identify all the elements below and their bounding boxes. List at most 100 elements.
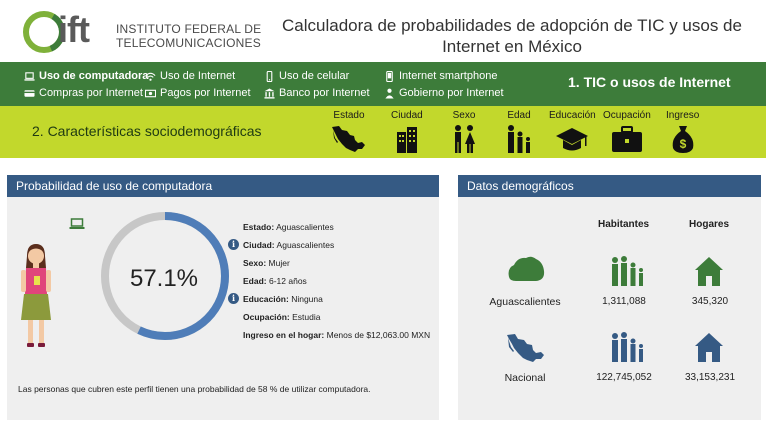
probability-percent: 57.1% bbox=[129, 265, 199, 292]
page-title: Calculadora de probabilidades de adopció… bbox=[282, 16, 742, 56]
family-age-icon bbox=[508, 125, 530, 153]
category-ocupacion[interactable]: Ocupación bbox=[603, 110, 651, 154]
ift-logo-icon bbox=[23, 11, 65, 53]
inhabitants-value: 1,311,088 bbox=[602, 296, 646, 307]
column-header-hogares: Hogares bbox=[689, 219, 730, 230]
category-ingreso[interactable]: Ingreso $ bbox=[666, 110, 699, 154]
profile-value: 6-12 años bbox=[269, 276, 307, 286]
nav-item-pagos-internet[interactable]: Pagos por Internet bbox=[145, 87, 251, 100]
wifi-icon bbox=[145, 72, 156, 81]
bank-icon bbox=[264, 88, 275, 99]
svg-text:$: $ bbox=[679, 137, 686, 151]
tic-nav-bar: Uso de computadora Uso de Internet Uso d… bbox=[0, 62, 766, 106]
profile-label: Edad: bbox=[243, 276, 267, 286]
nav-item-label: Banco por Internet bbox=[279, 87, 370, 99]
profile-row-estado: Estado: Aguascalientes bbox=[243, 218, 430, 236]
house-icon bbox=[695, 257, 723, 286]
profile-row-ocupacion: Ocupación: Estudia bbox=[243, 308, 430, 326]
institute-name-line1: INSTITUTO FEDERAL DE bbox=[116, 22, 262, 36]
category-sexo[interactable]: Sexo bbox=[452, 110, 476, 154]
nav-item-label: Compras por Internet bbox=[39, 87, 143, 99]
category-label: Sexo bbox=[452, 110, 476, 121]
header: ift INSTITUTO FEDERAL DE TELECOMUNICACIO… bbox=[0, 0, 766, 62]
place-name: Nacional bbox=[504, 372, 546, 384]
buildings-icon bbox=[396, 127, 417, 153]
households-value: 33,153,231 bbox=[684, 372, 736, 383]
nav-item-label: Uso de Internet bbox=[160, 70, 236, 82]
category-label: Educación bbox=[549, 110, 596, 121]
demographics-panel: Datos demográficos Habitantes Hogares Ag… bbox=[458, 175, 761, 420]
profile-label: Sexo: bbox=[243, 258, 267, 268]
profile-value: Aguascalientes bbox=[276, 240, 335, 250]
profile-value: Mujer bbox=[268, 258, 290, 268]
briefcase-icon bbox=[611, 126, 642, 152]
nav-item-label: Pagos por Internet bbox=[160, 87, 251, 99]
probability-panel-title: Probabilidad de uso de computadora bbox=[7, 175, 439, 197]
profile-value: Menos de $12,063.00 MXN bbox=[326, 330, 431, 340]
households-value: 345,320 bbox=[691, 296, 729, 307]
laptop-icon bbox=[69, 218, 85, 229]
nav-item-internet-smartphone[interactable]: Internet smartphone bbox=[384, 70, 497, 83]
nav-item-label: Internet smartphone bbox=[399, 70, 498, 82]
profile-row-sexo: Sexo: Mujer bbox=[243, 254, 430, 272]
state-map-icon bbox=[508, 256, 545, 281]
profile-value: Aguascalientes bbox=[276, 222, 334, 232]
category-ciudad[interactable]: Ciudad bbox=[391, 110, 423, 154]
nav-item-uso-internet[interactable]: Uso de Internet bbox=[145, 70, 235, 83]
profile-label: Ingreso en el hogar: bbox=[243, 330, 325, 340]
house-icon bbox=[695, 333, 723, 362]
nav-item-banco-internet[interactable]: Banco por Internet bbox=[264, 87, 370, 100]
probability-donut bbox=[101, 212, 229, 340]
profile-row-edad: Edad: 6-12 años bbox=[243, 272, 430, 290]
phone-icon bbox=[266, 71, 273, 82]
category-label: Ocupación bbox=[603, 110, 651, 121]
profile-list: Estado: Aguascalientes i Ciudad: Aguascal… bbox=[228, 218, 430, 344]
money-icon bbox=[145, 89, 156, 98]
institute-name: INSTITUTO FEDERAL DE TELECOMUNICACIONES bbox=[116, 22, 261, 50]
laptop-icon bbox=[24, 72, 35, 81]
info-icon[interactable]: i bbox=[228, 293, 239, 304]
nav-item-compras-internet[interactable]: Compras por Internet bbox=[24, 87, 143, 100]
section-title-tic: 1. TIC o usos de Internet bbox=[568, 74, 731, 90]
category-label: Ingreso bbox=[666, 110, 700, 121]
category-edad[interactable]: Edad bbox=[505, 110, 533, 154]
people-icon bbox=[612, 256, 643, 286]
profile-value: Estudia bbox=[292, 312, 321, 322]
category-estado[interactable]: Estado bbox=[331, 110, 367, 154]
smartphone-icon bbox=[386, 71, 393, 82]
demographics-panel-title: Datos demográficos bbox=[458, 175, 761, 197]
logo-wordmark: ift bbox=[58, 9, 90, 50]
nav-item-label: Gobierno por Internet bbox=[399, 87, 504, 99]
category-label: Ciudad bbox=[391, 110, 423, 121]
profile-label: Ciudad: bbox=[243, 240, 275, 250]
probability-note: Las personas que cubren este perfil tien… bbox=[18, 384, 371, 394]
people-icon bbox=[612, 332, 643, 362]
section-title-socio: 2. Características sociodemográficas bbox=[32, 123, 262, 139]
nav-item-gobierno-internet[interactable]: Gobierno por Internet bbox=[384, 87, 504, 100]
nav-item-label: Uso de computadora bbox=[39, 70, 149, 82]
mexico-map-icon bbox=[507, 334, 544, 362]
sociodemographic-bar: 2. Características sociodemográficas Est… bbox=[0, 106, 766, 158]
inhabitants-value: 122,745,052 bbox=[596, 372, 652, 383]
profile-label: Educación: bbox=[243, 294, 289, 304]
institute-name-line2: TELECOMUNICACIONES bbox=[116, 36, 261, 50]
nav-item-uso-computadora[interactable]: Uso de computadora bbox=[24, 70, 148, 83]
cart-icon bbox=[24, 90, 35, 97]
nav-item-uso-celular[interactable]: Uso de celular bbox=[264, 70, 349, 83]
profile-value: Ninguna bbox=[291, 294, 323, 304]
category-label: Estado bbox=[333, 110, 365, 121]
profile-label: Estado: bbox=[243, 222, 275, 232]
place-name: Aguascalientes bbox=[489, 296, 561, 308]
nav-item-label: Uso de celular bbox=[279, 70, 350, 82]
category-label: Edad bbox=[507, 110, 531, 121]
info-icon[interactable]: i bbox=[228, 239, 239, 250]
graduation-cap-icon bbox=[556, 128, 589, 151]
column-header-habitantes: Habitantes bbox=[598, 219, 650, 230]
gender-icon bbox=[455, 125, 475, 153]
profile-row-ciudad: i Ciudad: Aguascalientes bbox=[228, 236, 430, 254]
mexico-map-icon bbox=[332, 126, 365, 152]
profile-row-ingreso: Ingreso en el hogar: Menos de $12,063.00… bbox=[243, 326, 430, 344]
category-educacion[interactable]: Educación bbox=[549, 110, 596, 154]
probability-panel: Probabilidad de uso de computadora 57.1% bbox=[7, 175, 439, 420]
money-bag-icon: $ bbox=[672, 126, 694, 153]
